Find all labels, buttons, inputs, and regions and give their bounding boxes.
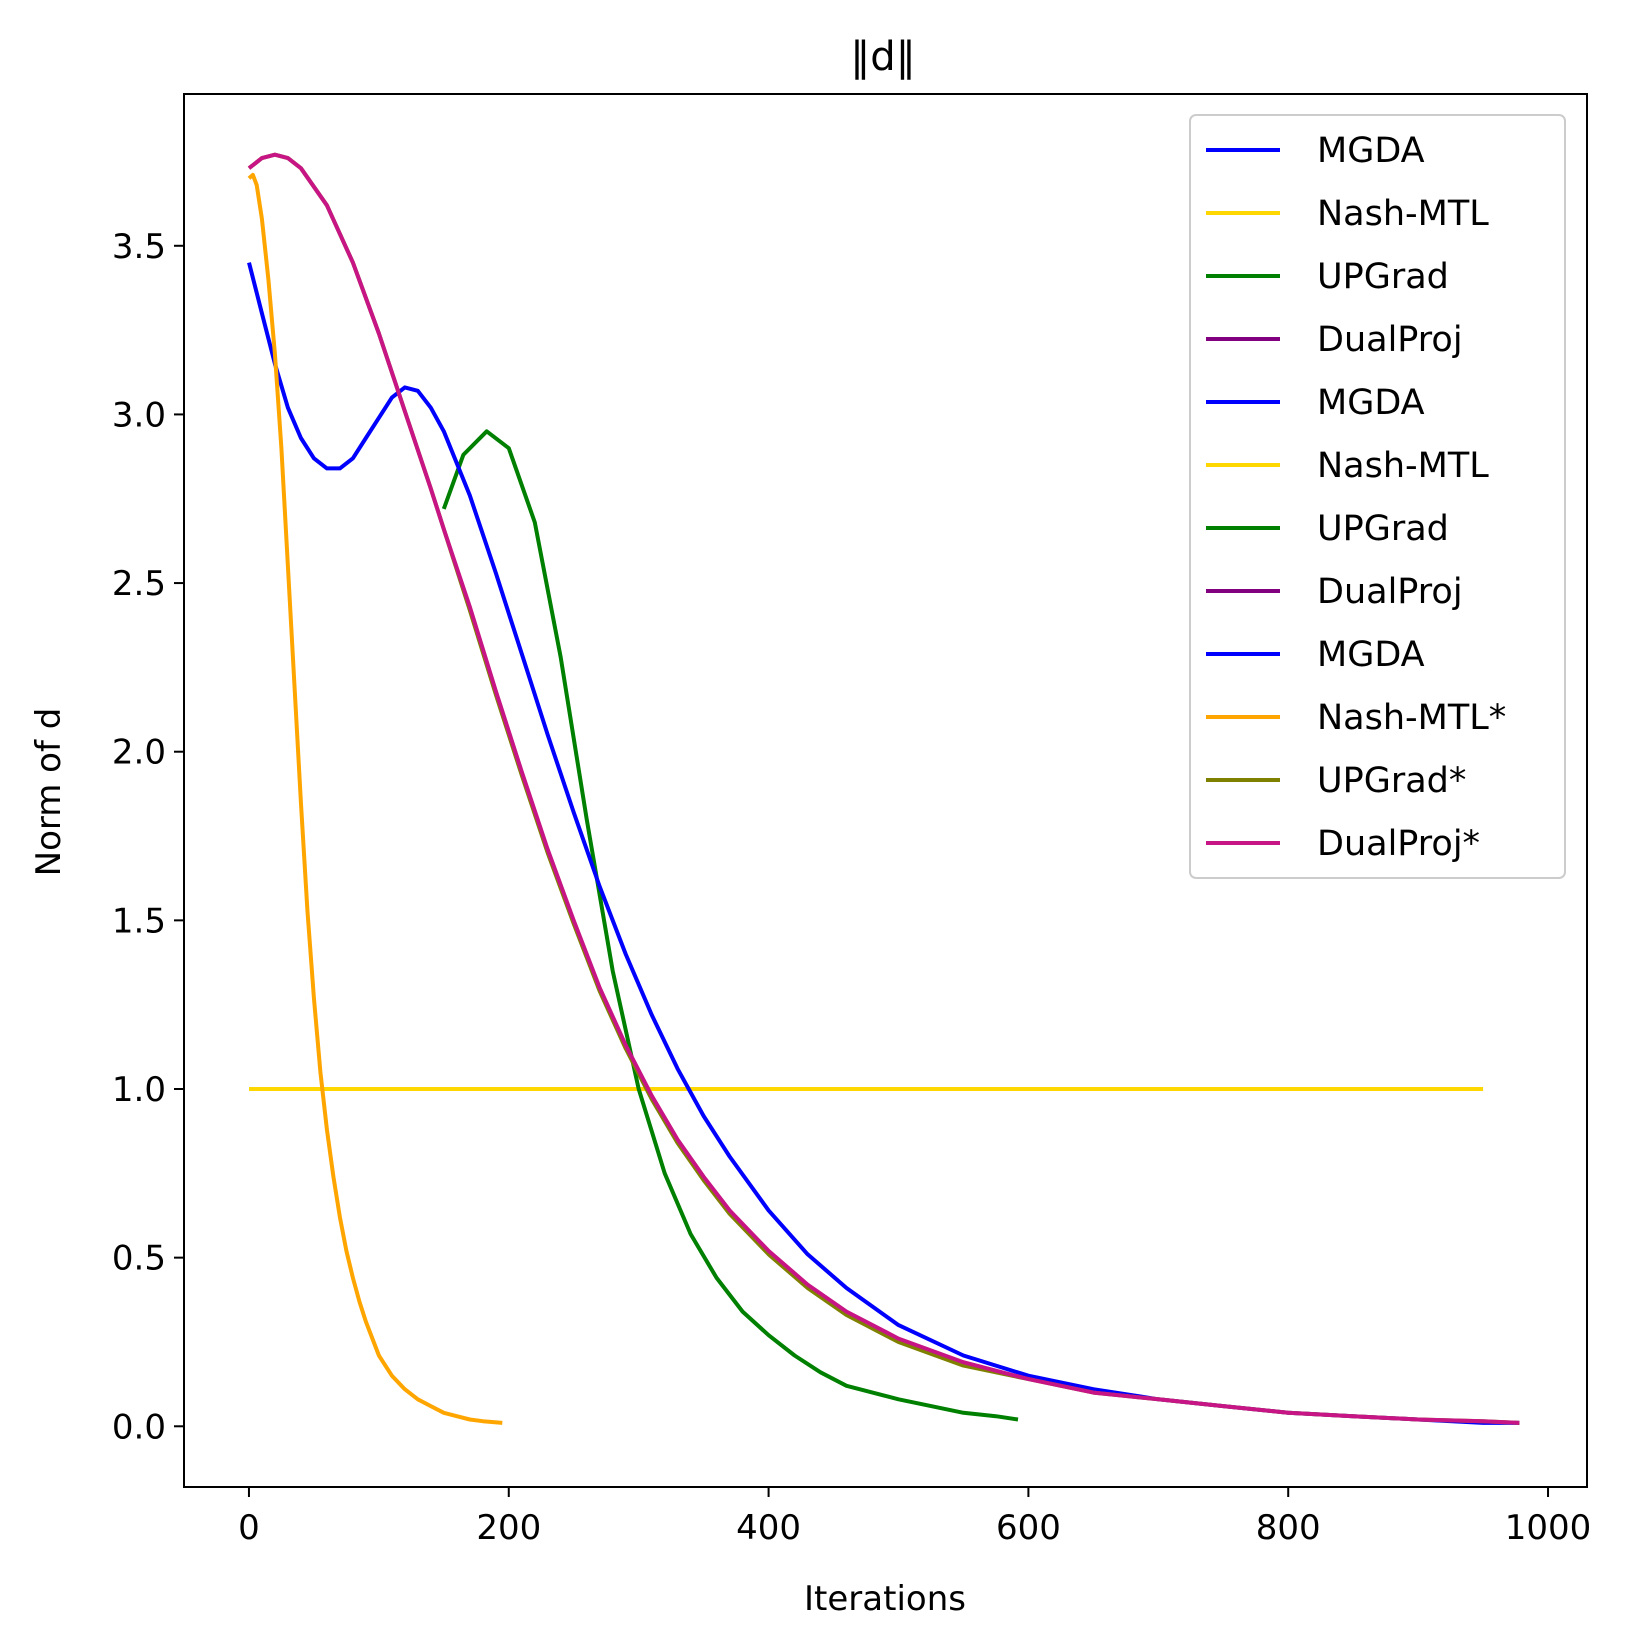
y-axis-label: Norm of d	[29, 708, 69, 877]
y-axis-ticks: 0.0 0.5 1.0 1.5 2.0 2.5 3.0 3.5	[112, 227, 184, 1447]
x-tick-label: 800	[1256, 1508, 1321, 1548]
legend-label: UPGrad*	[1317, 761, 1466, 801]
x-tick-label: 1000	[1505, 1508, 1592, 1548]
legend-label: Nash-MTL	[1317, 446, 1489, 486]
chart-title: ‖d‖	[850, 34, 915, 80]
y-tick-label: 2.5	[112, 564, 166, 604]
x-axis-label: Iterations	[804, 1579, 966, 1619]
legend-label: DualProj	[1317, 572, 1463, 612]
x-tick-label: 200	[476, 1508, 541, 1548]
y-tick-label: 0.5	[112, 1239, 166, 1279]
legend-label: UPGrad	[1317, 509, 1449, 549]
legend-label: UPGrad	[1317, 257, 1449, 297]
legend: MGDA Nash-MTL UPGrad DualProj MGDA Nash-MTL UP…	[1189, 114, 1566, 879]
legend-label: Nash-MTL*	[1317, 698, 1506, 738]
legend-label: MGDA	[1317, 131, 1425, 171]
y-tick-label: 2.0	[112, 733, 166, 773]
y-tick-label: 1.5	[112, 901, 166, 941]
legend-label: MGDA	[1317, 635, 1425, 675]
series-line-mgda	[247, 262, 1520, 1425]
plot-frame	[183, 93, 1588, 1488]
x-tick-label: 400	[736, 1508, 801, 1548]
plot-area	[183, 93, 1588, 1488]
y-tick-label: 1.0	[112, 1070, 166, 1110]
series-group	[247, 152, 1520, 1425]
y-tick-label: 3.0	[112, 395, 166, 435]
legend-label: Nash-MTL	[1317, 194, 1489, 234]
x-axis-ticks: 0 200 400 600 800 1000	[238, 1487, 1591, 1548]
x-tick-label: 0	[238, 1508, 260, 1548]
legend-box	[1189, 114, 1566, 879]
y-tick-label: 0.0	[112, 1407, 166, 1447]
y-tick-label: 3.5	[112, 227, 166, 267]
series-line-dualproj-star	[247, 152, 1520, 1425]
series-line-nash-mtl-star	[247, 172, 503, 1425]
legend-label: DualProj*	[1317, 824, 1480, 864]
legend-label: DualProj	[1317, 320, 1463, 360]
legend-label: MGDA	[1317, 383, 1425, 423]
series-line-upgrad	[441, 429, 1019, 1422]
x-tick-label: 600	[996, 1508, 1061, 1548]
